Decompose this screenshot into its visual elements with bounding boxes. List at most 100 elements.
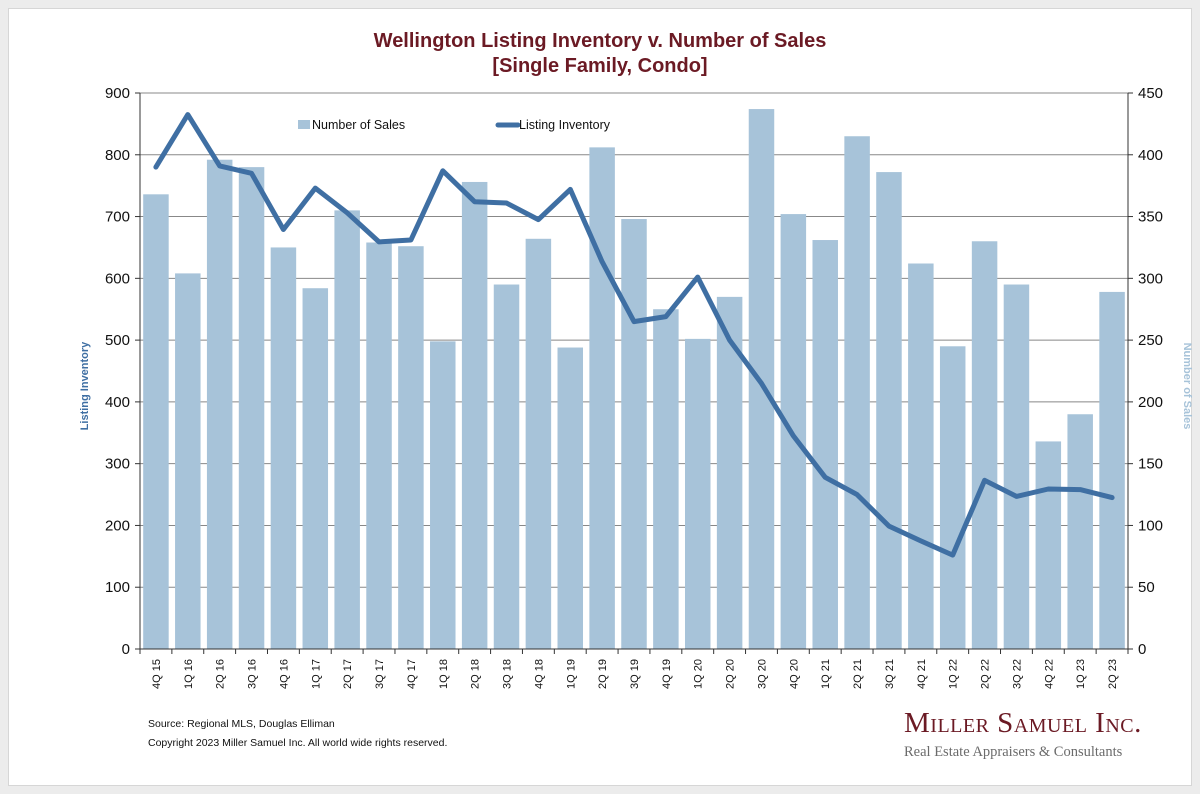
brand-name: Miller Samuel Inc.: [904, 707, 1142, 739]
bar-number-of-sales: [589, 147, 615, 649]
line-point-listing-inventory: [952, 554, 954, 556]
line-point-listing-inventory: [537, 219, 539, 221]
bar-number-of-sales: [971, 241, 998, 649]
x-tick-label: 4Q 21: [916, 659, 928, 689]
y-axis-title-left: Listing Inventory: [79, 341, 91, 431]
legend-label-number-of-sales: Number of Sales: [312, 118, 405, 132]
line-point-listing-inventory: [1047, 488, 1049, 490]
right-tick-label: 400: [1138, 147, 1163, 164]
x-tick-label: 2Q 19: [597, 659, 609, 689]
bar-number-of-sales: [302, 288, 329, 649]
bar-number-of-sales: [1099, 291, 1125, 649]
left-tick-label: 100: [105, 579, 130, 596]
chart-subtitle: [Single Family, Condo]: [492, 55, 708, 77]
copyright-note: Copyright 2023 Miller Samuel Inc. All wo…: [148, 737, 448, 749]
bar-number-of-sales: [748, 109, 775, 649]
line-point-listing-inventory: [665, 316, 667, 318]
line-point-listing-inventory: [1111, 497, 1113, 499]
line-point-listing-inventory: [633, 321, 635, 323]
line-point-listing-inventory: [984, 479, 986, 481]
line-point-listing-inventory: [824, 476, 826, 478]
bar-number-of-sales: [206, 159, 233, 649]
bar-number-of-sales: [1035, 441, 1062, 649]
left-tick-label: 200: [105, 517, 130, 534]
x-tick-label: 1Q 16: [183, 659, 195, 689]
x-tick-label: 4Q 20: [788, 659, 800, 689]
x-tick-label: 2Q 17: [342, 659, 354, 689]
line-point-listing-inventory: [856, 494, 858, 496]
line-point-listing-inventory: [1015, 495, 1017, 497]
right-tick-label: 450: [1138, 85, 1163, 102]
legend-swatch-number-of-sales: [298, 120, 310, 129]
x-tick-label: 4Q 22: [1043, 659, 1055, 689]
line-point-listing-inventory: [697, 276, 699, 278]
line-point-listing-inventory: [219, 165, 221, 167]
line-point-listing-inventory: [792, 435, 794, 437]
brand-logo: Miller Samuel Inc. Real Estate Appraiser…: [904, 707, 1144, 761]
bar-number-of-sales: [334, 210, 360, 649]
line-point-listing-inventory: [888, 525, 890, 527]
bar-number-of-sales: [908, 263, 934, 649]
bar-number-of-sales: [1067, 414, 1093, 649]
bar-number-of-sales: [493, 284, 520, 649]
x-tick-label: 4Q 16: [278, 659, 290, 689]
bar-number-of-sales: [684, 338, 711, 649]
line-point-listing-inventory: [155, 166, 157, 168]
line-point-listing-inventory: [187, 114, 189, 116]
line-point-listing-inventory: [506, 202, 508, 204]
x-tick-label: 1Q 19: [565, 659, 577, 689]
x-tick-label: 2Q 23: [1107, 659, 1119, 689]
bar-number-of-sales: [939, 346, 966, 649]
x-tick-label: 3Q 21: [884, 659, 896, 689]
bar-number-of-sales: [143, 194, 169, 649]
x-tick-label: 4Q 15: [151, 659, 163, 689]
x-tick-label: 2Q 20: [725, 659, 737, 689]
x-tick-label: 3Q 18: [502, 659, 514, 689]
x-tick-label: 2Q 21: [852, 659, 864, 689]
bar-number-of-sales: [876, 172, 902, 649]
line-point-listing-inventory: [346, 212, 348, 214]
right-tick-label: 50: [1138, 579, 1155, 596]
x-tick-label: 4Q 17: [406, 659, 418, 689]
bar-number-of-sales: [812, 240, 838, 649]
bar-number-of-sales: [557, 347, 584, 649]
line-point-listing-inventory: [282, 229, 284, 231]
line-point-listing-inventory: [729, 339, 731, 341]
chart-title: Wellington Listing Inventory v. Number o…: [373, 30, 827, 52]
x-tick-label: 2Q 16: [215, 659, 227, 689]
x-tick-label: 1Q 20: [693, 659, 705, 689]
right-tick-label: 250: [1138, 332, 1163, 349]
left-tick-label: 500: [105, 332, 130, 349]
line-point-listing-inventory: [474, 201, 476, 203]
right-tick-label: 150: [1138, 456, 1163, 473]
bar-number-of-sales: [270, 247, 297, 649]
right-tick-label: 200: [1138, 394, 1163, 411]
left-tick-label: 800: [105, 147, 130, 164]
line-point-listing-inventory: [1079, 489, 1081, 491]
x-tick-label: 3Q 20: [756, 659, 768, 689]
x-tick-label: 1Q 23: [1075, 659, 1087, 689]
source-note: Source: Regional MLS, Douglas Elliman: [148, 718, 335, 730]
x-tick-label: 3Q 17: [374, 659, 386, 689]
x-tick-label: 2Q 22: [980, 659, 992, 689]
brand-tagline: Real Estate Appraisers & Consultants: [904, 744, 1123, 760]
x-tick-label: 4Q 19: [661, 659, 673, 689]
bar-number-of-sales: [430, 341, 456, 649]
right-tick-label: 100: [1138, 517, 1163, 534]
bar-number-of-sales: [461, 181, 488, 649]
line-point-listing-inventory: [920, 540, 922, 542]
left-tick-label: 300: [105, 456, 130, 473]
bar-number-of-sales: [398, 246, 424, 649]
x-tick-label: 3Q 19: [629, 659, 641, 689]
x-tick-label: 1Q 17: [310, 659, 322, 689]
x-tick-label: 1Q 22: [948, 659, 960, 689]
right-tick-label: 300: [1138, 270, 1163, 287]
left-tick-label: 0: [122, 641, 130, 658]
line-point-listing-inventory: [251, 172, 253, 174]
bar-number-of-sales: [366, 242, 392, 649]
bar-number-of-sales: [653, 309, 679, 649]
x-tick-label: 1Q 18: [438, 659, 450, 689]
left-tick-label: 400: [105, 394, 130, 411]
bar-number-of-sales: [525, 238, 552, 649]
